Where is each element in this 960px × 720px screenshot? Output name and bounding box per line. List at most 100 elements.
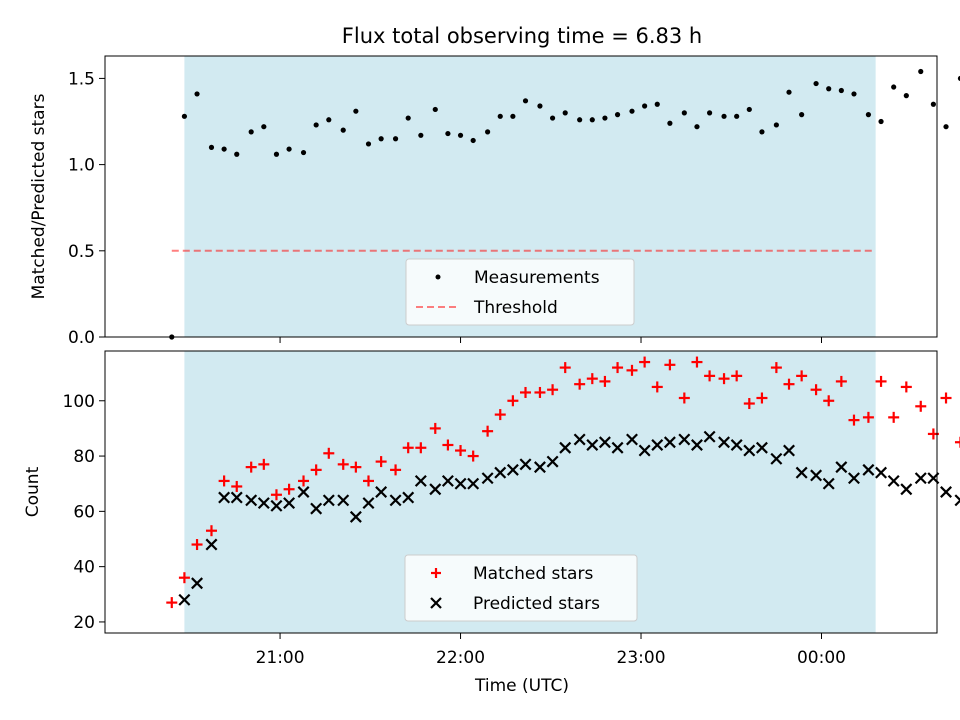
matched-star-point bbox=[350, 461, 362, 473]
matched-star-point bbox=[664, 359, 676, 371]
measurement-point bbox=[721, 113, 727, 119]
count-x-tick-label: 23:00 bbox=[617, 648, 666, 668]
ratio-x-ticks bbox=[279, 337, 822, 343]
matched-star-point bbox=[678, 392, 690, 404]
measurement-points bbox=[169, 68, 960, 340]
measurement-point bbox=[813, 80, 819, 87]
ratio-y-tick-label: 0.0 bbox=[68, 328, 95, 348]
matched-star-point bbox=[507, 395, 519, 407]
measurement-point bbox=[300, 149, 307, 156]
count-panel-frame bbox=[104, 350, 938, 634]
ratio-y-tick-label: 1.0 bbox=[68, 156, 95, 176]
predicted-star-point bbox=[887, 474, 900, 487]
measurement-point bbox=[392, 136, 399, 142]
matched-star-point bbox=[639, 356, 651, 368]
measurement-point bbox=[851, 91, 857, 97]
predicted-star-point bbox=[283, 497, 296, 510]
legend-predicted-label: Predicted stars bbox=[473, 594, 600, 614]
matched-star-point bbox=[415, 442, 427, 454]
predicted-star-point bbox=[848, 472, 860, 485]
predicted-star-point bbox=[770, 452, 783, 465]
measurement-point bbox=[326, 117, 332, 123]
count-y-label: Count bbox=[23, 466, 43, 517]
predicted-star-point bbox=[389, 494, 402, 507]
matched-star-point bbox=[534, 386, 546, 398]
measurement-point bbox=[537, 103, 543, 109]
predicted-star-point bbox=[533, 461, 546, 474]
measurement-point bbox=[470, 137, 476, 144]
measurement-point bbox=[248, 129, 254, 135]
measurement-point bbox=[273, 151, 280, 157]
predicted-star-point bbox=[375, 486, 388, 498]
predicted-star-point bbox=[519, 458, 532, 471]
predicted-star-point bbox=[402, 491, 415, 504]
measurement-point bbox=[734, 113, 740, 119]
predicted-star-point bbox=[703, 430, 716, 443]
matched-star-point bbox=[731, 370, 743, 382]
legend-predicted-marker bbox=[430, 597, 442, 609]
predicted-star-point bbox=[467, 477, 480, 490]
count-y-tick-label: 100 bbox=[63, 392, 95, 412]
measurement-point bbox=[365, 141, 372, 147]
matched-star-point bbox=[599, 375, 611, 387]
predicted-star-point bbox=[718, 436, 731, 449]
count-legend: Matched stars Predicted stars bbox=[404, 554, 638, 622]
measurement-point bbox=[614, 112, 621, 118]
chart-title: Flux total observing time = 6.83 h bbox=[342, 24, 702, 48]
predicted-star-point bbox=[546, 455, 559, 468]
measurement-point bbox=[405, 115, 411, 121]
matched-star-point bbox=[218, 475, 230, 487]
measurement-point bbox=[445, 130, 451, 137]
matched-star-point bbox=[494, 409, 506, 421]
matched-star-point bbox=[442, 439, 454, 451]
predicted-star-point bbox=[178, 593, 191, 606]
predicted-star-points bbox=[178, 430, 960, 606]
matched-star-point bbox=[783, 378, 795, 390]
predicted-star-point bbox=[205, 538, 218, 551]
matched-star-point bbox=[626, 364, 638, 376]
matched-star-point bbox=[823, 395, 835, 407]
predicted-star-point bbox=[900, 483, 913, 496]
measurement-point bbox=[891, 84, 897, 90]
count-x-label: Time (UTC) bbox=[474, 676, 569, 696]
legend-matched-marker bbox=[431, 568, 441, 578]
measurement-point bbox=[418, 132, 424, 138]
measurement-point bbox=[654, 101, 660, 107]
measurement-point bbox=[786, 89, 792, 95]
matched-star-point bbox=[704, 370, 716, 382]
matched-star-point bbox=[915, 400, 927, 412]
ratio-y-label: Matched/Predicted stars bbox=[29, 93, 49, 299]
measurement-point bbox=[378, 136, 384, 142]
measurement-point bbox=[838, 87, 844, 94]
predicted-star-point bbox=[783, 444, 795, 457]
predicted-star-point bbox=[743, 444, 756, 457]
matched-star-point bbox=[862, 411, 874, 423]
predicted-star-point bbox=[795, 466, 808, 479]
matched-star-point bbox=[796, 370, 808, 382]
matched-star-point bbox=[310, 464, 322, 476]
matched-star-point bbox=[375, 456, 387, 468]
legend-measurements-label: Measurements bbox=[474, 268, 600, 288]
measurement-point bbox=[353, 108, 359, 114]
predicted-star-point bbox=[506, 463, 519, 476]
matched-star-point bbox=[574, 378, 586, 390]
measurement-point bbox=[549, 115, 556, 121]
matched-star-point bbox=[875, 375, 887, 387]
matched-star-point bbox=[191, 539, 203, 551]
predicted-star-point bbox=[586, 439, 599, 451]
measurement-point bbox=[629, 108, 635, 114]
ratio-y-tick-label: 0.5 bbox=[68, 242, 95, 262]
count-x-tick-label: 21:00 bbox=[256, 648, 305, 668]
legend-threshold-label: Threshold bbox=[473, 298, 558, 318]
measurement-point bbox=[957, 75, 960, 81]
count-y-tick-label: 80 bbox=[73, 447, 95, 467]
measurement-point bbox=[681, 110, 687, 116]
measurement-point bbox=[497, 113, 503, 119]
count-legend-box bbox=[404, 554, 638, 622]
matched-star-point bbox=[231, 480, 243, 492]
predicted-star-point bbox=[297, 486, 310, 498]
predicted-star-point bbox=[690, 439, 703, 451]
matched-star-point bbox=[691, 356, 703, 368]
count-y-tick-label: 40 bbox=[73, 558, 95, 578]
